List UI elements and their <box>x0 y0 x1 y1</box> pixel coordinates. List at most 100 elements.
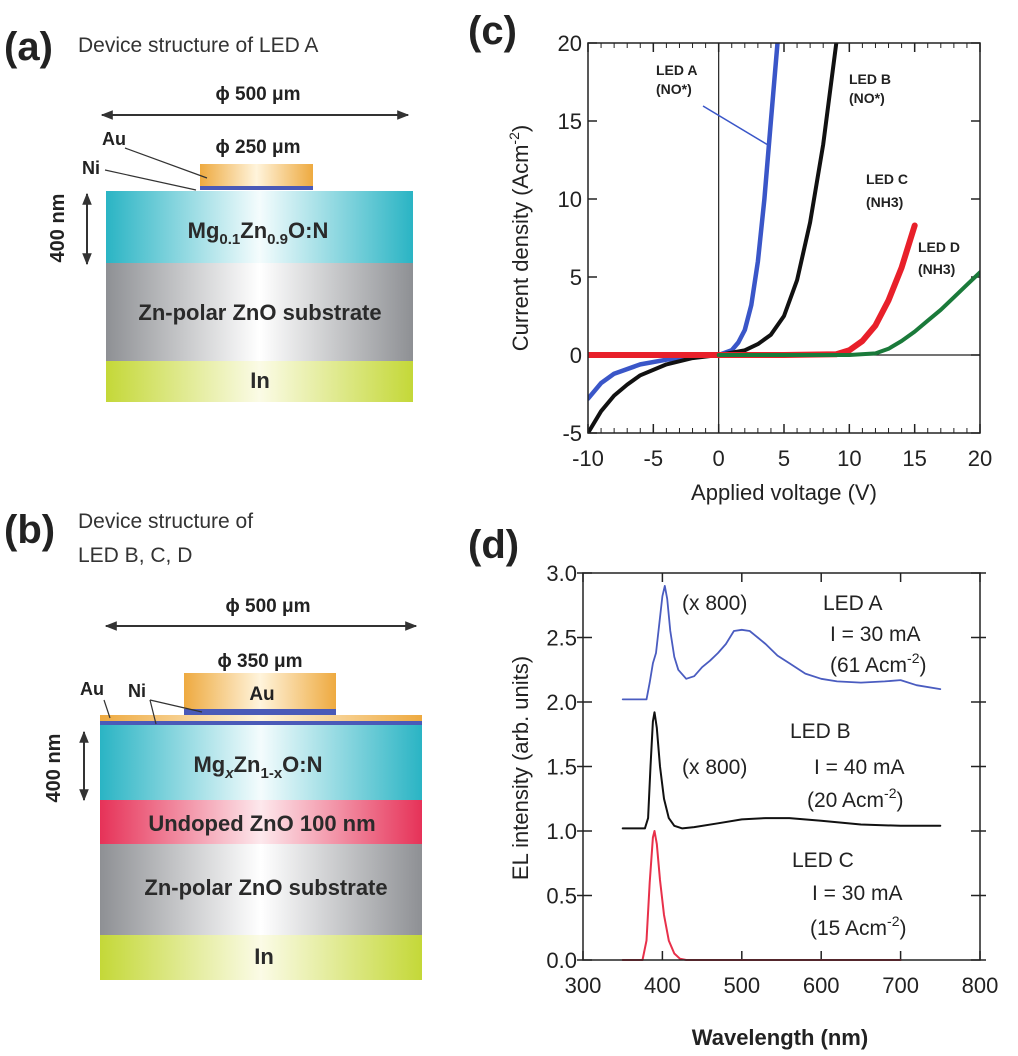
ni-layer-pad <box>184 709 336 715</box>
led-b-name: LED B <box>790 720 851 743</box>
ni-layer <box>200 186 313 190</box>
ni-leader-line-pad <box>149 699 203 713</box>
y-tick-label: 0.5 <box>546 884 577 909</box>
outer-diameter-label: ϕ 500 μm <box>225 596 310 617</box>
led-b-annotation-sub: (NO*) <box>849 90 885 106</box>
ni-label: Ni <box>128 681 146 701</box>
x-tick-label: 0 <box>713 446 725 471</box>
x-tick-label: 800 <box>962 973 999 998</box>
led-a-leader-line <box>702 105 769 146</box>
led-a-annotation: LED A <box>656 62 697 78</box>
x-tick-label: 600 <box>803 973 840 998</box>
indium-layer <box>106 361 413 402</box>
led-b-current: I = 40 mA <box>814 756 904 779</box>
panel-c-label: (c) <box>468 9 517 53</box>
y-tick-label: 0.0 <box>546 948 577 973</box>
led-c-annotation: LED C <box>866 171 908 187</box>
au-leader-line <box>103 699 111 719</box>
ni-label: Ni <box>82 158 100 178</box>
indium-label: In <box>254 944 274 969</box>
led-a-name: LED A <box>823 592 883 615</box>
pad-diameter-label: ϕ 250 μm <box>215 137 300 158</box>
series-line-led-a <box>588 43 780 401</box>
outer-diameter-label: ϕ 500 μm <box>215 84 300 105</box>
el-plot-frame <box>582 572 981 961</box>
panel-a-title: Device structure of LED A <box>78 34 318 57</box>
indium-label: In <box>250 368 270 393</box>
pad-diameter-label: ϕ 350 μm <box>217 651 302 672</box>
indium-layer <box>100 935 422 980</box>
iv-series <box>588 43 980 433</box>
substrate-label: Zn-polar ZnO substrate <box>144 875 387 900</box>
panel-d-label: (d) <box>468 523 519 567</box>
led-b-density: (20 Acm-2) <box>807 785 903 812</box>
x-tick-label: -10 <box>572 446 604 471</box>
led-a-annotation-sub: (NO*) <box>656 81 692 97</box>
led-c-current: I = 30 mA <box>812 882 902 905</box>
x-tick-label: 500 <box>723 973 760 998</box>
led-c-density: (15 Acm-2) <box>810 913 906 940</box>
panel-b-title-line1: Device structure of <box>78 510 253 533</box>
y-tick-label: -5 <box>562 421 582 446</box>
x-tick-label: 300 <box>565 973 602 998</box>
y-tick-label: 0 <box>570 343 582 368</box>
substrate-layer <box>106 263 413 361</box>
led-b-annotation: LED B <box>849 71 891 87</box>
led-d-annotation-sub: (NH3) <box>918 261 955 277</box>
x-tick-label: 400 <box>644 973 681 998</box>
iv-plot-frame <box>587 42 981 434</box>
au-label: Au <box>80 679 104 699</box>
au-label: Au <box>102 129 126 149</box>
y-tick-label: 1.0 <box>546 819 577 844</box>
iv-x-axis-label: Applied voltage (V) <box>691 480 877 505</box>
au-leader-line <box>124 147 208 179</box>
x-tick-label: 5 <box>778 446 790 471</box>
series-line-led-d <box>716 270 980 357</box>
led-c-annotation-sub: (NH3) <box>866 194 903 210</box>
mgzno-layer-label: MgxZn1-xO:N <box>193 752 322 782</box>
y-tick-label: 10 <box>558 187 582 212</box>
y-tick-label: 20 <box>558 31 582 56</box>
el-axis-ticks: 300 400 500 600 700 800 0.0 0.5 1.0 1.5 2.0 2.5 3.0 <box>546 561 998 998</box>
series-line-led-b <box>621 711 942 830</box>
series-line-led-c <box>588 222 918 358</box>
au-electrode <box>184 673 336 709</box>
series-line-led-b <box>588 43 839 433</box>
led-b-scale: (x 800) <box>682 756 747 779</box>
x-tick-label: -5 <box>644 446 664 471</box>
panel-a-label: (a) <box>4 25 53 69</box>
led-d-annotation: LED D <box>918 239 960 255</box>
led-a-density: (61 Acm-2) <box>830 650 926 677</box>
led-a-scale: (x 800) <box>682 592 747 615</box>
y-tick-label: 2.5 <box>546 626 577 651</box>
substrate-layer <box>100 844 422 935</box>
substrate-label: Zn-polar ZnO substrate <box>138 300 381 325</box>
y-tick-label: 5 <box>570 265 582 290</box>
panel-b-label: (b) <box>4 508 55 552</box>
au-electrode <box>200 164 313 186</box>
ni-leader-line <box>104 169 197 191</box>
au-pad-label: Au <box>249 684 274 705</box>
y-tick-label: 3.0 <box>546 561 577 586</box>
panel-d-el-chart: (d) 300 400 500 600 700 800 0.0 0.5 1.0 1.5 2.0 2.5… <box>468 523 998 1050</box>
y-tick-label: 1.5 <box>546 755 577 780</box>
thickness-label: 400 nm <box>43 734 65 803</box>
mgzno-layer <box>100 725 422 800</box>
ni-leader-line <box>149 699 157 725</box>
iv-y-axis-label: Current density (Acm-2) <box>506 125 533 351</box>
mgzno-layer <box>106 191 413 263</box>
mgzno-layer-label: Mg0.1Zn0.9O:N <box>188 218 329 248</box>
led-c-name: LED C <box>792 849 854 872</box>
ni-thin-layer <box>100 721 422 725</box>
y-tick-label: 2.0 <box>546 690 577 715</box>
series-line-led-a <box>621 585 942 701</box>
x-tick-label: 10 <box>837 446 861 471</box>
au-thin-layer <box>100 715 422 721</box>
x-tick-label: 15 <box>902 446 926 471</box>
undoped-zno-layer <box>100 800 422 844</box>
panel-b-device-structure: (b) Device structure of LED B, C, D ϕ 50… <box>4 508 422 980</box>
undoped-zno-label: Undoped ZnO 100 nm <box>148 811 375 836</box>
